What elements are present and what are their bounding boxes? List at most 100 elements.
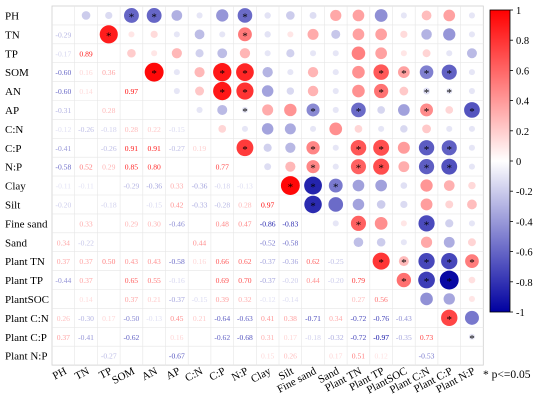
colorbar-tick-label: 1 [516,6,521,17]
corr-value-label: -0.30 [78,314,94,323]
corr-value-label: 0.70 [238,276,251,285]
corr-circle-plantsoc-plant-c-p [443,293,455,305]
corr-circle-ph-c-n [196,12,203,19]
corr-circle-clay-silt [280,176,300,196]
corr-circle-fine-sand-plant-c-n [418,215,435,232]
corr-value-label: 0.19 [193,144,206,153]
corr-circle-ap-fine-sand [306,103,320,117]
row-label-plant-c-n: Plant C:N [5,313,49,325]
corr-value-label: 0.37 [79,257,92,266]
corr-value-label: -0.20 [282,276,298,285]
corr-circle-fine-sand-plantsoc [400,220,407,227]
corr-circle-c-n-n-p [241,125,248,132]
corr-circle-tp-ap [171,48,182,59]
corr-circle-c-n-plant-c-n [422,124,431,134]
plot-frame [51,5,484,366]
corr-value-label: 0.65 [125,276,138,285]
corr-value-label: -0.37 [260,276,276,285]
corr-circle-an-c-n [195,86,205,96]
row-label-c-n: C:N [5,124,23,136]
corr-value-label: -0.36 [192,182,208,191]
corr-value-label: -0.71 [305,314,321,323]
corr-circle-tp-plant-c-n [422,49,431,58]
corr-value-label: 0.48 [216,219,229,228]
corr-circle-tp-an [151,50,158,57]
corr-circle-c-n-clay [261,123,274,135]
significance-star: * [378,144,384,156]
corr-value-label: -0.35 [396,333,412,342]
corr-value-label: 0.85 [125,163,138,172]
corr-circle-tn-ap [173,31,180,38]
corr-value-label: -0.37 [169,295,185,304]
corr-circle-plant-tp-plant-n-p [468,276,476,284]
corr-circle-silt-plant-c-n [420,198,433,211]
corr-value-label: 0.12 [375,352,388,361]
corr-circle-tn-n-p [238,27,252,42]
significance-star: * [378,257,384,269]
corr-circle-c-n-c-p [218,125,227,133]
corr-circle-tn-som [128,31,135,38]
corr-value-label: -0.12 [55,125,71,134]
corr-value-label: 0.91 [148,144,161,153]
corr-circle-c-p-plant-c-p [441,140,457,156]
corr-circle-c-p-plant-n-p [468,144,475,151]
significance-star: * [424,68,430,80]
corr-circle-c-n-fine-sand [310,125,317,132]
col-label-c-p: C:P [207,365,227,383]
corr-value-label: 0.22 [148,125,161,134]
corr-value-label: -0.58 [169,257,185,266]
corr-value-label: 0.44 [193,238,206,247]
corr-value-label: -0.28 [214,200,230,209]
corr-value-label: 0.97 [261,200,274,209]
corr-circle-ph-an [146,8,162,23]
corr-value-label: -0.26 [78,125,94,134]
corr-circle-som-plant-tn [352,65,365,79]
corr-circle-plant-tn-plant-c-n [418,253,435,270]
corr-value-label: -0.29 [55,30,71,39]
corr-circle-n-p-plant-c-n [418,159,435,175]
corr-value-label: -0.26 [101,144,117,153]
corr-value-label: 0.21 [148,295,161,304]
corr-circle-tn-an [150,30,158,38]
corr-circle-c-p-fine-sand [306,141,320,155]
row-label-sand: Sand [5,237,28,249]
corr-circle-plant-tn-plant-c-p [441,253,458,270]
corr-value-label: -0.60 [55,68,71,77]
significance-star: * [356,163,362,175]
significance-star: * [356,219,362,231]
corr-circle-tn-plant-n-p [468,31,475,38]
significance-star: * [447,276,453,288]
corr-circle-c-n-silt [284,123,296,135]
significance-star: * [151,11,157,23]
corr-circle-tp-clay [264,50,271,57]
corr-circle-tp-plant-tn [351,46,366,61]
corr-circle-fine-sand-plant-n-p [468,220,475,227]
corr-circle-tn-tp [99,25,118,44]
corr-value-label: 0.17 [284,333,297,342]
corr-value-label: -0.76 [373,314,389,323]
significance-star: * [469,333,475,345]
corr-value-label: 0.17 [329,352,342,361]
corr-circle-an-n-p [236,82,254,100]
corr-circle-ap-sand [332,106,339,113]
corr-circle-silt-plant-tp [376,200,386,209]
corr-circle-n-p-plantsoc [398,161,410,173]
corr-value-label: -0.13 [237,182,253,191]
corr-circle-clay-plant-c-p [443,180,455,191]
corr-value-label: 0.31 [261,333,274,342]
col-label-an: AN [140,365,160,383]
corr-value-label: 0.97 [125,87,138,96]
corr-value-label: -0.50 [124,314,140,323]
colorbar-tick-label: -0.4 [516,217,533,228]
row-label-an: AN [5,86,21,98]
corr-circle-fine-sand-plant-tp [374,216,388,230]
corr-value-label: -0.43 [396,314,412,323]
corr-circle-c-p-plantsoc [397,141,410,154]
corr-circle-c-p-n-p [236,139,254,157]
row-label-ph: PH [5,10,19,22]
corr-circle-silt-plant-tn [352,198,365,211]
corr-circle-plant-tp-plant-c-n [418,271,435,289]
corr-circle-ap-n-p [241,106,248,113]
corr-circle-c-n-plant-c-p [446,125,453,132]
